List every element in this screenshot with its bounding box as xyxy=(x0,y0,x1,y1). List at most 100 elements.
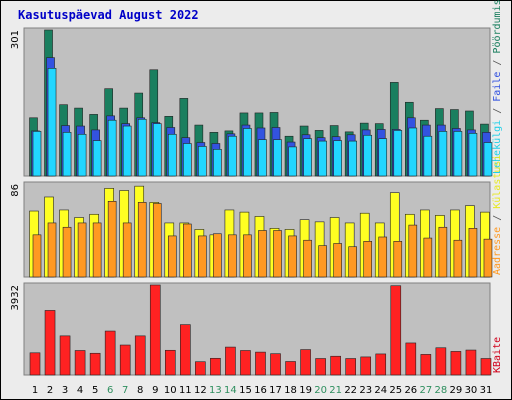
bar-pages-day-20 xyxy=(318,140,327,177)
bar-pages-day-22 xyxy=(348,140,357,177)
x-tick-label-8: 8 xyxy=(137,385,143,396)
bar-kbytes-day-13 xyxy=(210,357,221,376)
bar-sites-day-11 xyxy=(183,223,192,278)
x-tick-label-31: 31 xyxy=(480,385,493,396)
x-tick-label-1: 1 xyxy=(32,385,38,396)
bar-kbytes-day-15 xyxy=(240,350,251,376)
bar-pages-day-8 xyxy=(137,118,147,177)
x-tick-label-14: 14 xyxy=(224,385,237,396)
bar-sites-day-2 xyxy=(47,222,57,278)
bar-pages-day-19 xyxy=(303,138,312,177)
x-tick-label-28: 28 xyxy=(435,385,448,396)
bar-sites-day-28 xyxy=(438,226,448,278)
side-label-pages: Lehekülgi xyxy=(492,120,503,174)
bar-sites-day-26 xyxy=(408,224,418,278)
bar-pages-day-24 xyxy=(378,138,388,177)
x-tick-label-23: 23 xyxy=(359,385,372,396)
bar-pages-day-2 xyxy=(47,68,57,177)
x-tick-label-27: 27 xyxy=(419,385,432,396)
panel-top-ymax-label: 301 xyxy=(10,30,21,49)
x-tick-label-15: 15 xyxy=(239,385,252,396)
bar-pages-day-10 xyxy=(167,133,177,177)
bar-kbytes-day-6 xyxy=(104,330,116,376)
bar-kbytes-day-4 xyxy=(74,350,86,376)
bar-sites-day-12 xyxy=(198,235,207,278)
x-tick-label-5: 5 xyxy=(92,385,98,396)
side-label-separator: / xyxy=(492,102,503,120)
side-label-separator: / xyxy=(492,54,503,72)
bar-kbytes-day-3 xyxy=(59,335,71,376)
x-tick-label-29: 29 xyxy=(450,385,463,396)
bar-kbytes-day-23 xyxy=(360,356,372,376)
x-tick-label-9: 9 xyxy=(152,385,158,396)
bar-sites-day-21 xyxy=(333,243,342,278)
bar-pages-day-17 xyxy=(273,139,282,177)
panel-middle-side-label: Aadresse / Külastusi xyxy=(492,155,503,275)
bar-kbytes-day-24 xyxy=(375,353,387,376)
side-label-files: Faile xyxy=(492,72,503,102)
bar-sites-day-25 xyxy=(393,241,403,278)
side-label-separator: / xyxy=(492,209,503,227)
bar-pages-day-7 xyxy=(122,125,132,177)
panel-bottom-side-label: KBaite xyxy=(492,337,503,373)
bar-pages-day-9 xyxy=(152,123,162,177)
chart-title: Kasutuspäevad August 2022 xyxy=(18,8,199,22)
x-tick-label-21: 21 xyxy=(329,385,342,396)
x-tick-label-7: 7 xyxy=(122,385,128,396)
bar-pages-day-11 xyxy=(183,143,192,177)
bar-kbytes-day-14 xyxy=(225,346,236,376)
bar-kbytes-day-5 xyxy=(89,352,101,376)
bar-sites-day-19 xyxy=(303,239,312,278)
bar-sites-day-6 xyxy=(107,201,117,278)
bar-kbytes-day-27 xyxy=(420,354,432,376)
bar-kbytes-day-17 xyxy=(270,353,281,376)
panel-bottom-ymax-label: 3932 xyxy=(10,285,21,310)
bar-sites-day-4 xyxy=(77,222,87,278)
bar-pages-day-13 xyxy=(213,149,222,177)
bar-kbytes-day-7 xyxy=(119,344,131,376)
side-label-visits: Külastusi xyxy=(492,155,503,209)
x-tick-label-10: 10 xyxy=(164,385,177,396)
x-tick-label-18: 18 xyxy=(284,385,297,396)
x-tick-label-3: 3 xyxy=(62,385,68,396)
bar-pages-day-30 xyxy=(468,133,478,177)
x-tick-label-25: 25 xyxy=(389,385,402,396)
bar-pages-day-16 xyxy=(258,139,267,177)
x-tick-label-20: 20 xyxy=(314,385,327,396)
bar-kbytes-day-16 xyxy=(255,351,266,376)
bar-pages-day-28 xyxy=(438,131,448,177)
bar-pages-day-26 xyxy=(408,127,418,177)
bar-pages-day-23 xyxy=(363,134,373,177)
x-tick-label-17: 17 xyxy=(269,385,282,396)
bar-pages-day-18 xyxy=(288,146,297,177)
bar-pages-day-21 xyxy=(333,140,342,177)
bar-kbytes-day-19 xyxy=(300,349,311,376)
bar-pages-day-29 xyxy=(453,131,463,177)
x-tick-label-26: 26 xyxy=(404,385,417,396)
x-tick-label-11: 11 xyxy=(179,385,192,396)
bar-kbytes-day-8 xyxy=(134,335,146,376)
bar-pages-day-14 xyxy=(228,135,237,177)
bar-pages-day-4 xyxy=(77,133,87,177)
x-tick-label-13: 13 xyxy=(209,385,222,396)
bar-pages-day-15 xyxy=(243,128,252,177)
bar-pages-day-3 xyxy=(62,132,72,177)
side-label-hits: Pöördumisi xyxy=(492,0,503,54)
bar-sites-day-7 xyxy=(122,222,132,278)
bar-kbytes-day-22 xyxy=(345,358,356,376)
bar-pages-day-5 xyxy=(92,140,102,177)
side-label-sites: Aadresse xyxy=(492,227,503,275)
bar-sites-day-17 xyxy=(273,230,282,278)
bar-kbytes-day-10 xyxy=(164,349,176,376)
bar-kbytes-day-9 xyxy=(149,284,161,376)
bar-sites-day-10 xyxy=(167,235,177,278)
bar-sites-day-29 xyxy=(453,239,463,278)
bar-kbytes-day-20 xyxy=(315,358,326,376)
bar-sites-day-31 xyxy=(483,238,493,278)
x-tick-label-6: 6 xyxy=(107,385,113,396)
bar-kbytes-day-12 xyxy=(195,361,206,376)
bar-pages-day-31 xyxy=(483,142,493,177)
bar-pages-day-1 xyxy=(32,131,42,177)
bar-sites-day-18 xyxy=(288,235,297,278)
